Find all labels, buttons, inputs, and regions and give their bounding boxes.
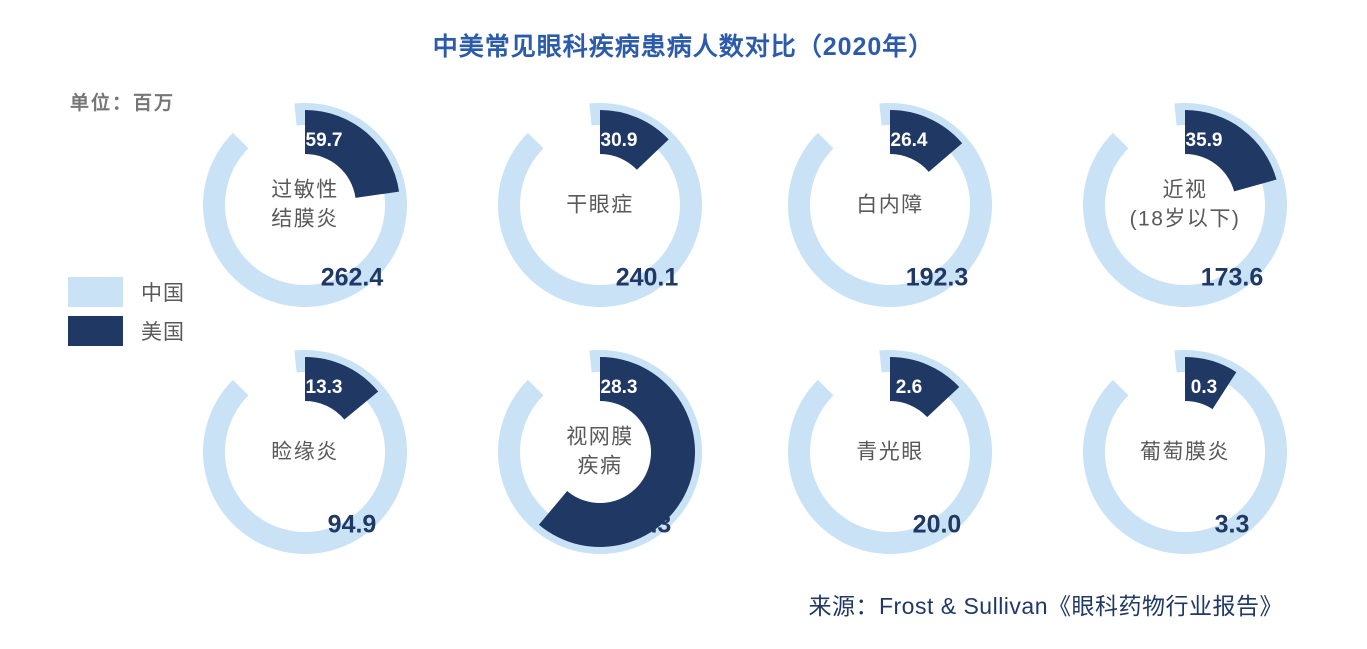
- legend-swatch-us: [68, 316, 123, 346]
- donut-2: 30.9 干眼症 240.1: [490, 95, 710, 315]
- china-value-label: 46.3: [622, 510, 672, 539]
- us-arc: [890, 357, 960, 418]
- donut-7: 2.6 青光眼 20.0: [780, 342, 1000, 562]
- legend-item-us: 美国: [68, 316, 185, 346]
- donut-svg-4: [1083, 103, 1288, 308]
- donut-svg-8: [1083, 350, 1288, 555]
- china-value-label: 94.9: [327, 510, 377, 539]
- us-value-label: 35.9: [1185, 130, 1223, 151]
- disease-label: 视网膜 疾病: [490, 423, 710, 482]
- disease-label-line: 疾病: [577, 455, 623, 478]
- donut-3: 26.4 白内障 192.3: [780, 95, 1000, 315]
- us-value-label: 59.7: [305, 130, 343, 151]
- legend-label-china: 中国: [141, 282, 185, 305]
- disease-label-line: 结膜炎: [271, 208, 339, 231]
- us-value-label: 13.3: [305, 377, 343, 398]
- unit-label: 单位：百万: [70, 93, 176, 114]
- disease-label: 青光眼: [780, 437, 1000, 466]
- china-value-label: 192.3: [905, 263, 969, 292]
- disease-label-line: 白内障: [856, 193, 924, 217]
- us-value-label: 26.4: [890, 130, 928, 151]
- us-arc: [305, 357, 379, 420]
- donut-1: 59.7 过敏性结膜炎 262.4: [195, 95, 415, 315]
- us-arc: [305, 110, 400, 198]
- disease-label-line: 睑缘炎: [271, 440, 339, 464]
- disease-label: 白内障: [780, 190, 1000, 219]
- us-arc: [890, 110, 963, 172]
- disease-label-line: 干眼症: [566, 193, 634, 217]
- disease-label-line: 近视: [1162, 178, 1208, 202]
- disease-label-line: 葡萄膜炎: [1140, 440, 1230, 464]
- us-arc: [1185, 110, 1277, 192]
- disease-label: 葡萄膜炎: [1075, 437, 1295, 466]
- donut-svg-1: [203, 103, 408, 308]
- us-arc: [600, 110, 669, 170]
- us-value-label: 28.3: [600, 377, 638, 398]
- disease-label: 睑缘炎: [195, 437, 415, 466]
- disease-label: 过敏性 结膜炎: [195, 176, 415, 235]
- legend-item-china: 中国: [68, 277, 185, 307]
- donut-svg-2: [498, 103, 703, 308]
- legend: 中国 美国: [68, 277, 185, 355]
- donut-8: 0.3 葡萄膜炎 3.3: [1075, 342, 1295, 562]
- us-value-label: 30.9: [600, 130, 638, 151]
- disease-label-line: (18岁以下): [1129, 208, 1241, 231]
- china-value-label: 240.1: [615, 263, 679, 292]
- donut-5: 13.3 睑缘炎 94.9: [195, 342, 415, 562]
- china-value-label: 173.6: [1200, 263, 1264, 292]
- china-value-label: 3.3: [1214, 510, 1250, 539]
- china-value-label: 262.4: [320, 263, 384, 292]
- donut-svg-6: [498, 350, 703, 555]
- donut-svg-5: [203, 350, 408, 555]
- disease-label: 近视 (18岁以下): [1075, 176, 1295, 235]
- china-value-label: 20.0: [912, 510, 962, 539]
- source-note: 来源：Frost & Sullivan《眼科药物行业报告》: [808, 593, 1283, 619]
- legend-label-us: 美国: [141, 321, 185, 344]
- donut-6: 28.3 视网膜疾病 46.3: [490, 342, 710, 562]
- us-value-label: 2.6: [895, 377, 923, 398]
- chart-title: 中美常见眼科疾病患病人数对比（2020年）: [432, 33, 935, 61]
- donut-4: 35.9 近视 (18岁以下) 173.6: [1075, 95, 1295, 315]
- legend-swatch-china: [68, 277, 123, 307]
- donut-svg-7: [788, 350, 993, 555]
- us-value-label: 0.3: [1190, 377, 1218, 398]
- donut-svg-3: [788, 103, 993, 308]
- us-arc: [1185, 357, 1237, 410]
- disease-label-line: 过敏性: [271, 178, 339, 202]
- disease-label-line: 青光眼: [856, 440, 924, 464]
- disease-label-line: 视网膜: [566, 425, 634, 449]
- disease-label: 干眼症: [490, 190, 710, 219]
- us-arc: [538, 357, 695, 547]
